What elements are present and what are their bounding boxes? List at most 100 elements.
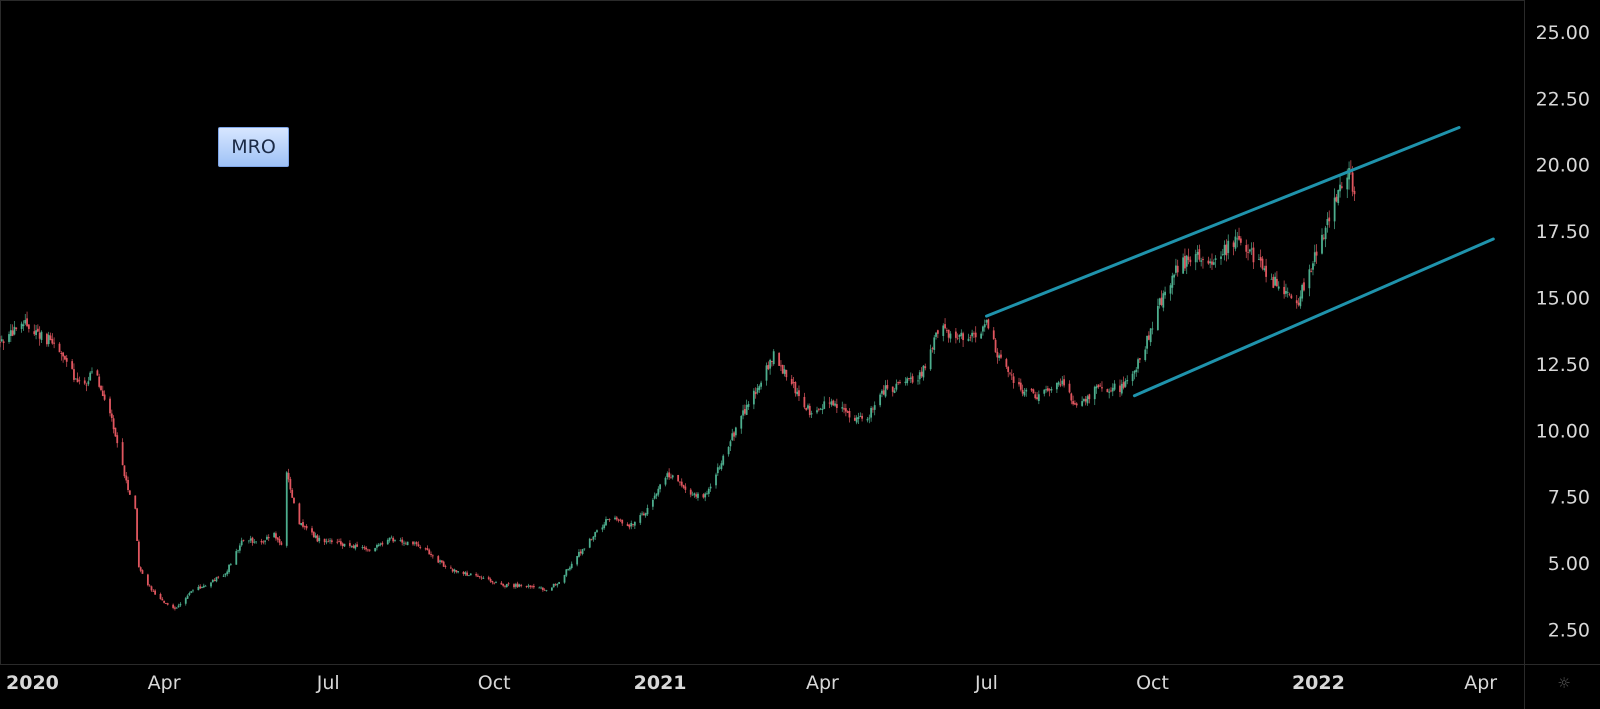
- candle-body: [704, 493, 707, 498]
- candle-body: [769, 359, 772, 369]
- candle-body: [590, 539, 593, 541]
- candle-body: [1119, 385, 1121, 392]
- candle-body: [329, 540, 331, 542]
- candle-body: [684, 486, 687, 490]
- candle-body: [249, 538, 252, 541]
- candle-body: [127, 479, 129, 490]
- candle-body: [558, 582, 560, 584]
- candle-body: [697, 493, 699, 498]
- candle-body: [428, 549, 431, 555]
- candle-body: [1301, 284, 1304, 299]
- price-tick-label: 22.50: [1536, 88, 1590, 110]
- candle-body: [516, 583, 519, 588]
- candle-body: [1084, 398, 1087, 402]
- price-tick-label: 20.00: [1536, 155, 1590, 177]
- candle-body: [830, 401, 833, 405]
- candle-body: [583, 548, 586, 550]
- candle-body: [468, 575, 470, 577]
- candle-body: [722, 455, 725, 465]
- candle-body: [437, 556, 440, 563]
- candle-body: [229, 563, 232, 565]
- candle-body: [835, 404, 838, 408]
- candle-body: [500, 582, 503, 585]
- candle-body: [318, 537, 321, 542]
- candle-body: [527, 585, 530, 587]
- candle-body: [376, 545, 378, 548]
- candle-body: [1250, 248, 1253, 250]
- candle-body: [444, 566, 447, 567]
- candle-body: [798, 390, 800, 397]
- candle-body: [1346, 177, 1349, 190]
- price-tick-label: 2.50: [1548, 620, 1590, 642]
- candle-body: [1223, 244, 1226, 255]
- candle-body: [464, 572, 467, 575]
- candle-body: [514, 584, 517, 587]
- candle-body: [1238, 235, 1240, 240]
- candle-body: [469, 573, 472, 576]
- candle-body: [1272, 276, 1275, 288]
- candle-body: [879, 394, 882, 406]
- candle-body: [222, 575, 225, 577]
- candle-body: [146, 574, 149, 586]
- candle-body: [237, 550, 239, 552]
- candle-body: [962, 333, 964, 341]
- candle-body: [1184, 255, 1186, 269]
- candle-body: [682, 484, 685, 488]
- candle-body: [1202, 259, 1204, 261]
- candle-body: [639, 515, 642, 523]
- candle-body: [49, 335, 52, 341]
- time-tick-label: 2022: [1292, 672, 1345, 694]
- candle-body: [431, 555, 434, 557]
- candle-body: [657, 488, 660, 495]
- candle-body: [960, 332, 963, 336]
- candle-body: [998, 355, 1001, 358]
- price-tick-label: 15.00: [1536, 288, 1590, 310]
- candle-body: [861, 415, 863, 419]
- candle-body: [78, 380, 81, 382]
- candle-body: [2, 341, 5, 343]
- candle-body: [794, 382, 797, 394]
- candle-body: [1111, 387, 1114, 392]
- candle-body: [651, 499, 654, 507]
- candle-body: [529, 585, 532, 587]
- candle-body: [1057, 382, 1060, 385]
- candle-body: [881, 390, 883, 394]
- candle-body: [361, 547, 364, 549]
- candle-body: [266, 536, 268, 540]
- candle-body: [251, 537, 254, 543]
- candle-body: [778, 352, 781, 366]
- candle-body: [280, 542, 283, 545]
- candle-body: [1046, 388, 1049, 391]
- candle-body: [1348, 168, 1350, 180]
- candle-body: [581, 549, 584, 555]
- time-tick-label: Oct: [1136, 672, 1169, 694]
- candle-body: [1149, 328, 1152, 343]
- candle-body: [980, 333, 983, 339]
- candle-body: [855, 417, 858, 423]
- candle-body: [866, 418, 869, 421]
- candle-body: [1312, 263, 1314, 270]
- candle-body: [936, 330, 939, 334]
- candle-body: [886, 385, 889, 389]
- candle-body: [85, 384, 88, 386]
- candle-body: [163, 600, 166, 603]
- candle-body: [689, 489, 692, 495]
- candle-body: [756, 388, 759, 393]
- candle-body: [718, 467, 721, 469]
- candle-body: [805, 407, 808, 410]
- candle-body: [116, 435, 119, 444]
- candle-body: [985, 320, 988, 323]
- candle-body: [906, 378, 909, 384]
- candle-body: [538, 587, 541, 589]
- candle-body: [626, 524, 629, 526]
- candle-body: [13, 326, 16, 335]
- candle-body: [760, 382, 762, 387]
- settings-icon[interactable]: ☼: [1557, 674, 1571, 692]
- candle-body: [1200, 260, 1203, 262]
- candle-body: [891, 386, 894, 392]
- candle-body: [857, 417, 860, 419]
- candle-body: [1162, 293, 1165, 308]
- candle-body: [316, 535, 319, 542]
